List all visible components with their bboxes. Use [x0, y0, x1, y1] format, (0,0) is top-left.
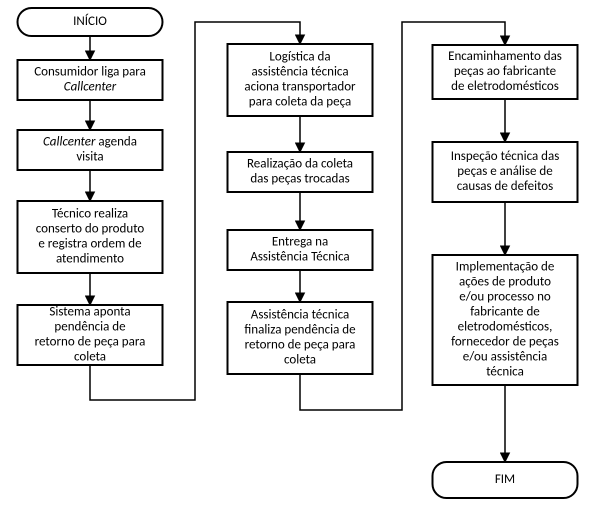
node-end-line-0: FIM [495, 472, 515, 487]
node-n4-line-0: Sistema aponta [49, 305, 130, 320]
node-n4-line-2: retorno de peça para [35, 335, 146, 350]
node-n10: Inspeção técnica daspeças e análise deca… [433, 142, 578, 202]
node-n3-line-1: conserto do produto [36, 222, 145, 237]
node-n2-line-1: visita [76, 150, 103, 165]
node-n11-line-0: Implementação de [456, 260, 555, 275]
node-n3-line-2: e registra ordem de [38, 237, 141, 252]
node-n6-line-1: das peças trocadas [250, 172, 349, 187]
node-n11: Implementação deações de produtoe/ou pro… [433, 255, 578, 385]
node-n9-line-0: Encaminhamento das [448, 49, 562, 64]
node-n5-line-3: para coleta da peça [249, 95, 351, 110]
node-n11-line-5: fornecedor de peças [451, 335, 559, 350]
node-start-line-0: INÍCIO [73, 14, 107, 29]
node-n9-line-1: peças ao fabricante [454, 64, 556, 79]
node-n1-line-0: Consumidor liga para [34, 65, 146, 80]
node-n8: Assistência técnicafinaliza pendência de… [228, 302, 373, 374]
node-n11-line-6: e/ou assistência [463, 350, 547, 365]
node-n9-line-2: de eletrodomésticos [451, 79, 559, 94]
node-n11-line-1: ações de produto [459, 275, 551, 290]
node-n2: Callcenter agendavisita [18, 130, 163, 170]
node-n3: Técnico realizaconserto do produtoe regi… [18, 201, 163, 273]
node-start: INÍCIO [18, 8, 163, 36]
node-n9: Encaminhamento daspeças ao fabricantede … [433, 45, 578, 99]
node-n10-line-2: causas de defeitos [457, 179, 553, 194]
node-n2-line-0: Callcenter agenda [43, 135, 137, 150]
node-n11-line-7: técnica [486, 365, 524, 380]
node-n8-line-0: Assistência técnica [251, 308, 349, 323]
node-n5-line-1: assistência técnica [251, 65, 348, 80]
node-n7: Entrega naAssistência Técnica [228, 230, 373, 270]
node-n3-line-0: Técnico realiza [52, 207, 128, 222]
node-n4: Sistema apontapendência deretorno de peç… [18, 305, 163, 365]
node-n8-line-2: retorno de peça para [245, 338, 356, 353]
node-n1-line-1: Callcenter [64, 80, 117, 95]
node-n7-line-0: Entrega na [272, 235, 328, 250]
node-end: FIM [433, 462, 578, 498]
node-n6-line-0: Realização da coleta [247, 157, 353, 172]
node-n7-line-1: Assistência Técnica [250, 250, 349, 265]
node-n1: Consumidor liga paraCallcenter [18, 60, 163, 100]
node-n5-line-0: Logística da [269, 50, 330, 65]
node-n4-line-3: coleta [74, 350, 106, 365]
node-n11-line-3: fabricante de [470, 305, 540, 320]
node-n10-line-0: Inspeção técnica das [451, 149, 560, 164]
node-n8-line-3: coleta [284, 353, 316, 368]
node-n10-line-1: peças e análise de [457, 164, 552, 179]
node-n4-line-1: pendência de [54, 320, 125, 335]
node-n5: Logística daassistência técnicaaciona tr… [228, 44, 373, 116]
node-n11-line-4: eletrodomésticos, [458, 320, 553, 335]
node-n5-line-2: aciona transportador [244, 80, 356, 95]
node-n6: Realização da coletadas peças trocadas [228, 152, 373, 192]
node-n8-line-1: finaliza pendência de [244, 323, 355, 338]
node-n11-line-2: e/ou processo no [459, 290, 551, 305]
node-n3-line-3: atendimento [56, 252, 124, 267]
